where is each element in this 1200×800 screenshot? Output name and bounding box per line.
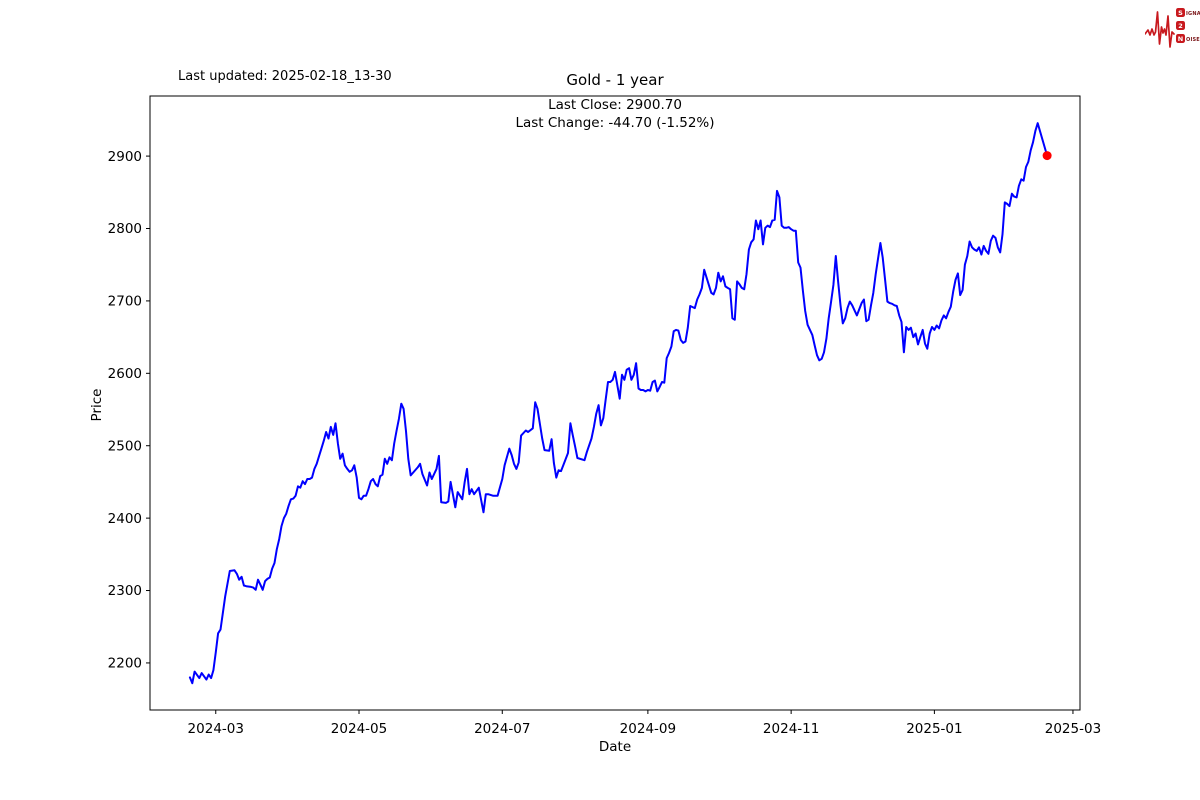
x-tick-label: 2024-03 [188, 721, 244, 737]
x-tick-label: 2024-05 [331, 721, 387, 737]
waveform-icon [1145, 11, 1175, 48]
logo-badge [1176, 21, 1185, 30]
y-tick-label: 2700 [108, 294, 142, 310]
x-tick-label: 2024-09 [620, 721, 676, 737]
gold-price-line [188, 122, 1049, 685]
logo-word: IGNAL [1186, 11, 1200, 17]
logo-word: OISE [1186, 37, 1200, 43]
y-tick-label: 2300 [108, 583, 142, 599]
y-tick-label: 2900 [108, 149, 142, 165]
logo-badge-letter: 2 [1178, 22, 1183, 30]
x-tick-label: 2025-01 [906, 721, 962, 737]
y-tick-label: 2400 [108, 511, 142, 527]
x-tick-label: 2024-07 [474, 721, 530, 737]
y-axis-label: Price [89, 388, 105, 422]
x-tick-label: 2025-03 [1045, 721, 1101, 737]
logo-badge [1176, 8, 1185, 17]
logo-badge [1176, 34, 1185, 43]
y-tick-label: 2800 [108, 221, 142, 237]
x-axis-label: Date [598, 739, 632, 755]
logo-badge-letter: S [1178, 9, 1183, 17]
chart-title: Gold - 1 year [566, 71, 664, 89]
y-tick-label: 2500 [108, 438, 142, 454]
last-updated-text: Last updated: 2025-02-18_13-30 [178, 69, 392, 84]
y-tick-label: 2600 [108, 366, 142, 382]
last-close-marker [1042, 151, 1052, 161]
last-change-annotation: Last Change: -44.70 (-1.52%) [515, 114, 715, 131]
plot-border [149, 95, 1081, 711]
logo-badge-letter: N [1178, 35, 1183, 43]
x-tick-label: 2024-11 [763, 721, 819, 737]
chart-annotations: Last Close: 2900.70 Last Change: -44.70 … [150, 97, 1080, 132]
y-tick-label: 2200 [108, 656, 142, 672]
last-close-annotation: Last Close: 2900.70 [548, 97, 682, 113]
